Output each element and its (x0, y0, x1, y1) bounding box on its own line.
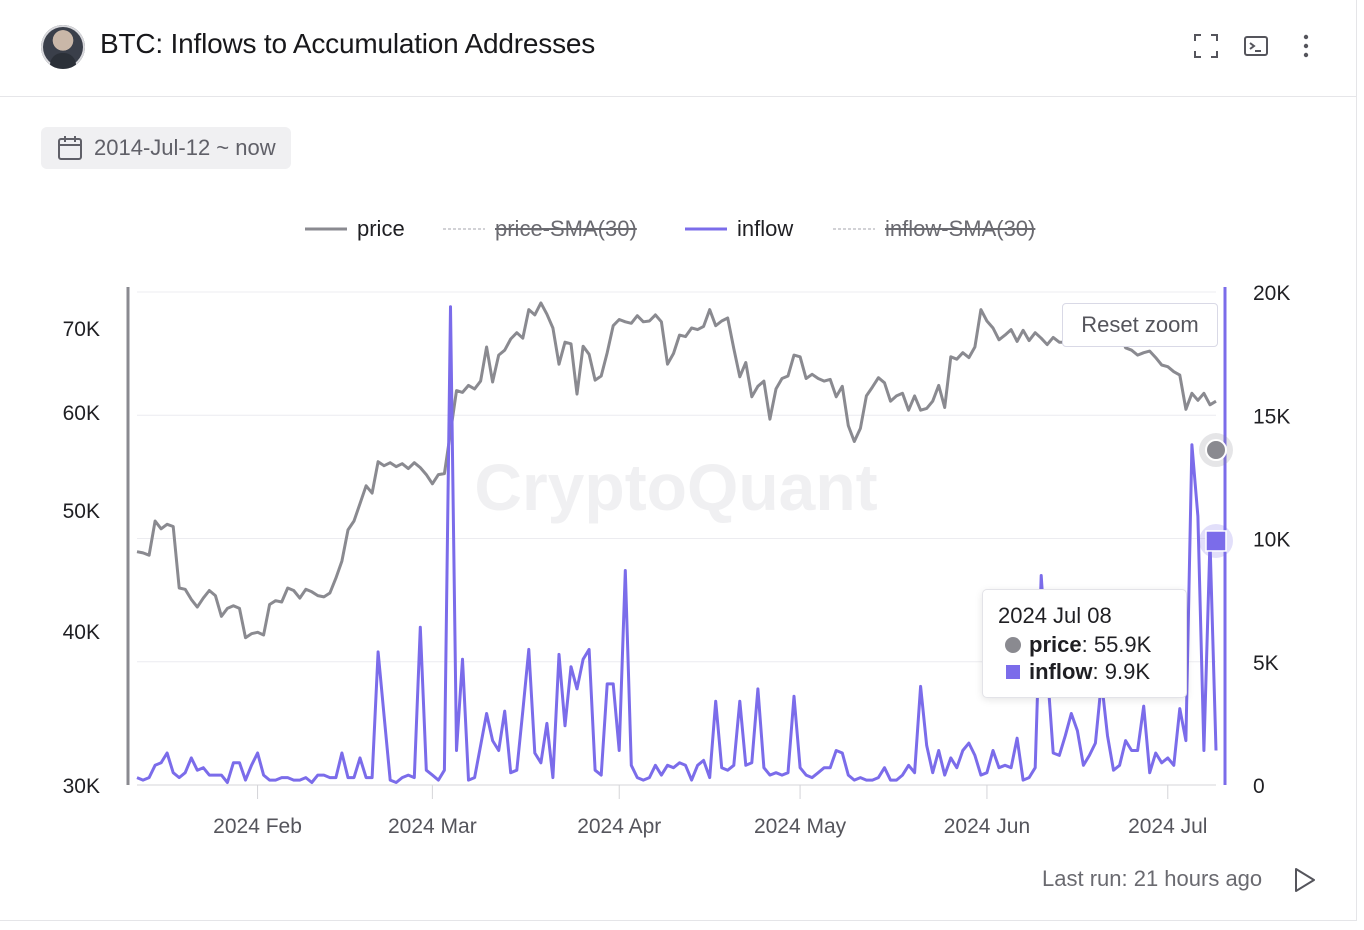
more-vertical-icon[interactable] (1290, 30, 1322, 62)
card-header: BTC: Inflows to Accumulation Addresses (0, 0, 1356, 97)
tooltip-price-label: price (1029, 632, 1082, 657)
x-tick-label: 2024 Mar (388, 815, 477, 838)
last-run-label: Last run: 21 hours ago (1042, 866, 1263, 891)
tooltip-inflow-label: inflow (1029, 659, 1093, 684)
console-icon[interactable] (1240, 30, 1272, 62)
tooltip-inflow-value: 9.9K (1104, 659, 1151, 684)
chart-plot[interactable]: CryptoQuant 2024 Feb 2024 Mar 2024 Apr 2024… (0, 260, 1356, 860)
author-avatar[interactable] (41, 25, 85, 69)
y-left-tick-label: 60K (63, 402, 100, 425)
legend-label-price-sma: price-SMA(30) (495, 216, 637, 241)
legend-label-inflow: inflow (737, 216, 794, 241)
legend-item-price-sma[interactable]: price-SMA(30) (443, 216, 637, 242)
x-tick-label: 2024 Jun (944, 815, 1030, 838)
y-right-tick-label: 10K (1253, 529, 1290, 552)
y-right-tick-label: 5K (1253, 652, 1279, 675)
x-tick-label: 2024 Apr (577, 815, 661, 838)
y-left-tick-label: 40K (63, 621, 100, 644)
y-left-tick-label: 50K (63, 500, 100, 523)
chart-title: BTC: Inflows to Accumulation Addresses (100, 28, 596, 59)
date-range-picker[interactable]: 2014-Jul-12 ~ now (41, 127, 291, 169)
y-left-tick-label: 30K (63, 775, 100, 798)
y-right-tick-label: 15K (1253, 405, 1290, 428)
play-icon[interactable] (1290, 866, 1318, 894)
tooltip-row-price: price: 55.9K (1004, 632, 1151, 658)
tooltip-price-value: 55.9K (1093, 632, 1152, 657)
tooltip-circle-marker (1005, 637, 1021, 653)
highlight-inflow-point (1205, 530, 1227, 552)
watermark: CryptoQuant (474, 450, 877, 524)
chart-tooltip: 2024 Jul 08 price: 55.9K inflow: 9.9K (982, 589, 1187, 698)
chart-legend: price price-SMA(30) inflow inflow-SMA(30… (0, 212, 1356, 248)
legend-item-inflow[interactable]: inflow (685, 216, 793, 242)
fullscreen-icon[interactable] (1190, 30, 1222, 62)
calendar-icon (58, 136, 82, 160)
legend-label-price: price (357, 216, 405, 241)
y-right-tick-label: 20K (1253, 282, 1290, 305)
tooltip-square-marker (1006, 665, 1020, 679)
tooltip-row-inflow: inflow: 9.9K (1004, 659, 1150, 685)
y-right-tick-label: 0 (1253, 775, 1265, 798)
legend-item-inflow-sma[interactable]: inflow-SMA(30) (833, 216, 1035, 242)
y-left-tick-label: 70K (63, 318, 100, 341)
x-tick-label: 2024 Feb (213, 815, 302, 838)
legend-label-inflow-sma: inflow-SMA(30) (885, 216, 1036, 241)
highlight-price-point (1205, 439, 1227, 462)
x-tick-label: 2024 Jul (1128, 815, 1207, 838)
reset-zoom-button[interactable]: Reset zoom (1062, 303, 1218, 347)
series-inflow-line (136, 305, 1218, 784)
date-range-label: 2014-Jul-12 ~ now (94, 135, 276, 160)
x-tick-label: 2024 May (754, 815, 847, 838)
legend-item-price[interactable]: price (305, 216, 405, 242)
tooltip-date: 2024 Jul 08 (998, 603, 1112, 628)
series-price-line (136, 301, 1217, 640)
